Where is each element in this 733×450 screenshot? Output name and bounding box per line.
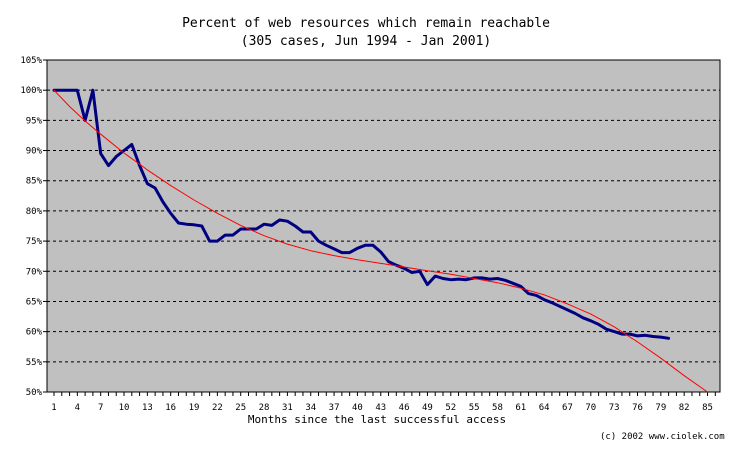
plot-area xyxy=(46,59,721,393)
y-tick-label: 55% xyxy=(26,358,43,368)
y-tick-label: 80% xyxy=(26,207,43,217)
y-tick-label: 75% xyxy=(26,237,43,247)
x-tick-label: 64 xyxy=(539,403,550,413)
x-tick-label: 13 xyxy=(142,403,153,413)
chart-title: Percent of web resources which remain re… xyxy=(182,16,550,31)
x-tick-label: 43 xyxy=(375,403,386,413)
x-tick-label: 73 xyxy=(609,403,620,413)
x-tick-label: 58 xyxy=(492,403,503,413)
credit-text: (c) 2002 www.ciolek.com xyxy=(600,432,725,442)
x-axis: 1 4 7 10 13 16 19 22 25 28 31 34 37 40 43 46 49 52 55 58 61 6… xyxy=(51,392,716,413)
x-tick-label: 4 xyxy=(75,403,80,413)
x-tick-label: 10 xyxy=(119,403,130,413)
x-tick-label: 55 xyxy=(469,403,480,413)
y-tick-label: 90% xyxy=(26,147,43,157)
series-line-trend xyxy=(53,89,708,393)
y-tick-label: 65% xyxy=(26,297,43,307)
series-line-observed xyxy=(52,88,671,340)
y-tick-label: 100% xyxy=(20,86,42,96)
y-tick-label: 95% xyxy=(26,116,43,126)
x-tick-label: 31 xyxy=(282,403,293,413)
series-layer xyxy=(52,88,708,393)
x-axis-label: Months since the last successful access xyxy=(248,413,506,426)
y-tick-label: 70% xyxy=(26,267,43,277)
x-tick-label: 28 xyxy=(259,403,270,413)
x-tick-label: 37 xyxy=(329,403,340,413)
x-tick-label: 79 xyxy=(655,403,666,413)
y-axis: 50% 55% 60% 65% 70% 75% 80% 85% 90% 95% 100% 105% xyxy=(20,56,47,398)
x-tick-label: 34 xyxy=(305,403,316,413)
gridlines xyxy=(47,89,720,363)
y-tick-label: 85% xyxy=(26,177,43,187)
x-tick-label: 16 xyxy=(165,403,176,413)
x-tick-label: 85 xyxy=(702,403,713,413)
x-tick-label: 70 xyxy=(585,403,596,413)
x-tick-label: 52 xyxy=(445,403,456,413)
y-tick-label: 50% xyxy=(26,388,43,398)
chart-subtitle: (305 cases, Jun 1994 - Jan 2001) xyxy=(241,34,491,49)
x-tick-label: 19 xyxy=(189,403,200,413)
y-tick-label: 60% xyxy=(26,328,43,338)
x-tick-label: 40 xyxy=(352,403,363,413)
x-tick-label: 7 xyxy=(98,403,103,413)
x-tick-label: 22 xyxy=(212,403,223,413)
x-tick-label: 46 xyxy=(399,403,410,413)
x-tick-label: 82 xyxy=(679,403,690,413)
x-tick-label: 25 xyxy=(235,403,246,413)
x-tick-label: 49 xyxy=(422,403,433,413)
x-tick-label: 76 xyxy=(632,403,643,413)
x-tick-label: 67 xyxy=(562,403,573,413)
y-tick-label: 105% xyxy=(20,56,42,66)
x-tick-label: 1 xyxy=(51,403,56,413)
x-tick-label: 61 xyxy=(515,403,526,413)
